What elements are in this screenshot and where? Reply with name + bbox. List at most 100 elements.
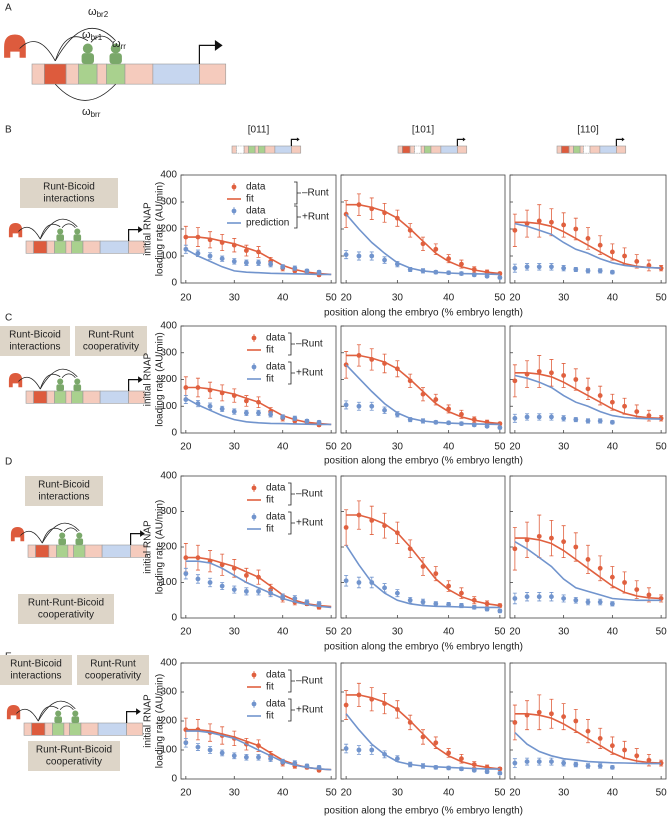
interaction-arc bbox=[37, 705, 59, 722]
data-point bbox=[585, 236, 591, 241]
legend-group: +Runt bbox=[296, 368, 323, 379]
data-point bbox=[646, 263, 652, 268]
data-point bbox=[497, 425, 503, 431]
legend-bracket bbox=[288, 482, 295, 506]
dna-segment bbox=[52, 722, 65, 736]
dna-segment bbox=[199, 63, 227, 85]
data-point bbox=[316, 419, 322, 425]
concept-box bbox=[0, 655, 72, 685]
runt-head bbox=[110, 43, 121, 54]
promoter-arrowhead bbox=[296, 137, 300, 142]
promoter-arrow bbox=[456, 138, 464, 146]
concept-text: Runt-Runt-Bicoid bbox=[28, 598, 104, 609]
dna-segment bbox=[124, 63, 154, 85]
data-point bbox=[484, 769, 490, 775]
data-point bbox=[549, 219, 554, 225]
data-point bbox=[459, 261, 464, 267]
interaction-arc bbox=[37, 700, 76, 722]
data-point bbox=[549, 759, 554, 764]
promoter-arrow bbox=[198, 44, 217, 64]
x-tick-label: 30 bbox=[558, 627, 570, 638]
interaction-arc bbox=[18, 376, 41, 390]
interaction-arc bbox=[59, 705, 74, 710]
dna-segment bbox=[71, 240, 84, 254]
dna-segment bbox=[56, 544, 69, 558]
construct bbox=[10, 522, 148, 558]
dna-segment bbox=[99, 390, 129, 404]
interaction-arc bbox=[54, 36, 89, 62]
x-tick-label: 20 bbox=[509, 442, 521, 453]
dna-segment bbox=[457, 145, 468, 154]
data-point bbox=[356, 580, 362, 585]
x-tick-label: 50 bbox=[656, 293, 668, 304]
dna-segment bbox=[63, 722, 70, 736]
interaction-arc bbox=[41, 527, 63, 544]
plot-frame bbox=[340, 475, 506, 619]
runt-head bbox=[59, 532, 66, 539]
promoter-arrow bbox=[615, 138, 623, 146]
interaction-arc bbox=[54, 83, 116, 101]
interaction-arc bbox=[63, 527, 78, 532]
dna-segment bbox=[65, 240, 72, 254]
data-point bbox=[512, 760, 518, 766]
concept-text: Runt-Bicoid bbox=[10, 659, 62, 670]
concept-text: Runt-Runt bbox=[88, 330, 134, 341]
x-tick-label: 20 bbox=[180, 627, 192, 638]
data-point bbox=[524, 594, 530, 600]
data-point bbox=[459, 411, 464, 417]
x-tick-label: 40 bbox=[277, 788, 289, 799]
data-point bbox=[446, 583, 452, 589]
data-point bbox=[407, 597, 413, 603]
data-point bbox=[536, 594, 542, 600]
data-point bbox=[549, 264, 554, 270]
x-tick-label: 30 bbox=[558, 788, 570, 799]
fit-line bbox=[185, 730, 332, 771]
promoter-arrowhead bbox=[214, 39, 223, 51]
data-point bbox=[585, 557, 591, 562]
omega-subscript: rr bbox=[121, 42, 127, 51]
promoter-arrowhead bbox=[138, 226, 143, 233]
data-point bbox=[256, 260, 261, 266]
legend-group: –Runt bbox=[296, 339, 323, 350]
y-tick-label: 200 bbox=[160, 374, 177, 385]
data-point bbox=[646, 592, 652, 598]
concept-text: cooperativity bbox=[38, 610, 94, 621]
interaction-arc bbox=[39, 373, 61, 390]
panel-label: B bbox=[5, 125, 12, 136]
legend-label: data bbox=[266, 333, 286, 344]
data-point bbox=[524, 759, 530, 764]
x-tick-label: 40 bbox=[607, 293, 619, 304]
dna-segment bbox=[599, 145, 617, 154]
legend-group: –Runt bbox=[302, 188, 329, 199]
concept-text: interactions bbox=[43, 194, 94, 205]
data-point bbox=[512, 227, 518, 233]
panel-label: A bbox=[5, 3, 12, 14]
construct bbox=[556, 137, 627, 154]
concept-box bbox=[28, 741, 120, 771]
dna-segment bbox=[73, 544, 86, 558]
concept-text: interactions bbox=[10, 671, 61, 682]
data-point bbox=[219, 583, 225, 589]
bicoid bbox=[4, 34, 26, 58]
x-tick-label: 20 bbox=[180, 788, 192, 799]
y-tick-label: 0 bbox=[171, 278, 177, 289]
promoter-arrowhead bbox=[138, 376, 143, 383]
y-axis-label: loading rate (AU/min) bbox=[155, 674, 166, 768]
runt-head bbox=[57, 378, 64, 385]
data-point bbox=[369, 747, 375, 753]
y-axis-label: initial RNAP bbox=[143, 353, 154, 407]
runt bbox=[56, 384, 64, 391]
data-point bbox=[433, 601, 439, 607]
x-tick-label: 20 bbox=[180, 442, 192, 453]
data-point bbox=[256, 754, 261, 760]
y-tick-label: 200 bbox=[160, 716, 177, 727]
dna-segment bbox=[106, 63, 126, 85]
data-point bbox=[573, 544, 579, 550]
data-point bbox=[382, 407, 387, 413]
legend-label: data bbox=[266, 699, 286, 710]
legend-bracket bbox=[294, 205, 301, 229]
interaction-arc bbox=[20, 530, 43, 544]
x-tick-label: 30 bbox=[229, 788, 241, 799]
dna-segment bbox=[33, 390, 48, 404]
dna-segment bbox=[130, 544, 148, 558]
